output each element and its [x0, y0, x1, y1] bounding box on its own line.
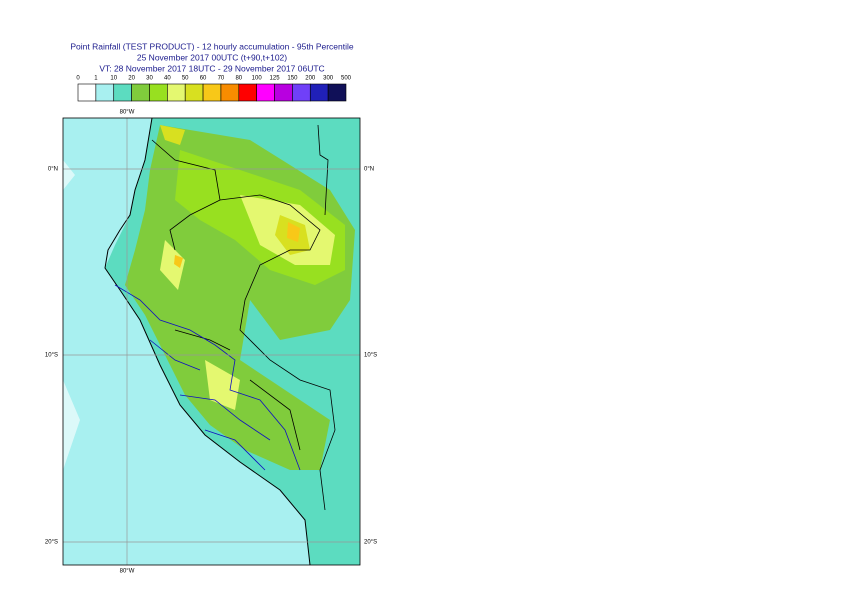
lat-label: 20°S	[45, 540, 58, 546]
colorbar-box	[238, 83, 257, 102]
colorbar-box	[184, 83, 204, 102]
colorbar-label: 50	[182, 76, 189, 82]
coastline	[104, 118, 311, 565]
title-line: 25 November 2017 00UTC (t+90,t+102)	[137, 52, 287, 62]
rain-zone	[160, 125, 310, 255]
colorbar-label: 200	[305, 76, 316, 82]
title-block: Point Rainfall (TEST PRODUCT) - 12 hourl…	[70, 41, 354, 73]
colorbar-label: 40	[164, 76, 171, 82]
colorbar-label: 10	[110, 76, 117, 82]
colorbar-box	[274, 83, 293, 102]
colorbar-box	[309, 83, 329, 102]
lon-label: 80°W	[120, 110, 135, 116]
colorbar-label: 300	[323, 76, 334, 82]
colorbar-label: 0	[76, 76, 80, 82]
colorbar-box	[292, 83, 311, 102]
title-line: VT: 28 November 2017 18UTC - 29 November…	[99, 63, 324, 73]
lat-label: 10°S	[45, 353, 58, 359]
colorbar-label: 60	[200, 76, 207, 82]
lon-label: 80°W	[120, 569, 135, 575]
colorbar-box	[77, 83, 97, 102]
colorbar: 0 1 10 20 30 40 50 60 70 80 100 125 150 200 300 500	[76, 76, 352, 102]
lat-label: 0°N	[364, 167, 374, 173]
borders	[151, 124, 336, 511]
colorbar-label: 125	[270, 76, 281, 82]
title-line: Point Rainfall (TEST PRODUCT) - 12 hourl…	[70, 41, 354, 51]
colorbar-label: 70	[218, 76, 225, 82]
colorbar-box	[95, 83, 115, 102]
colorbar-label: 100	[252, 76, 263, 82]
colorbar-box	[327, 83, 347, 102]
colorbar-box	[113, 83, 132, 102]
colorbar-box	[149, 83, 168, 102]
colorbar-label: 500	[341, 76, 352, 82]
admin-borders	[114, 284, 301, 471]
lat-label: 0°N	[48, 167, 58, 173]
colorbar-label: 150	[287, 76, 298, 82]
dry-area	[63, 118, 80, 470]
map	[63, 118, 360, 565]
colorbar-box	[167, 83, 186, 102]
colorbar-label: 20	[128, 76, 135, 82]
map-frame	[62, 117, 361, 566]
colorbar-box	[256, 83, 275, 102]
colorbar-label: 1	[94, 76, 98, 82]
colorbar-label: 30	[146, 76, 153, 82]
colorbar-box	[220, 83, 240, 102]
colorbar-label: 80	[235, 76, 242, 82]
lat-label: 20°S	[364, 540, 377, 546]
colorbar-box	[131, 83, 150, 102]
lat-label: 10°S	[364, 353, 377, 359]
colorbar-box	[202, 83, 222, 102]
